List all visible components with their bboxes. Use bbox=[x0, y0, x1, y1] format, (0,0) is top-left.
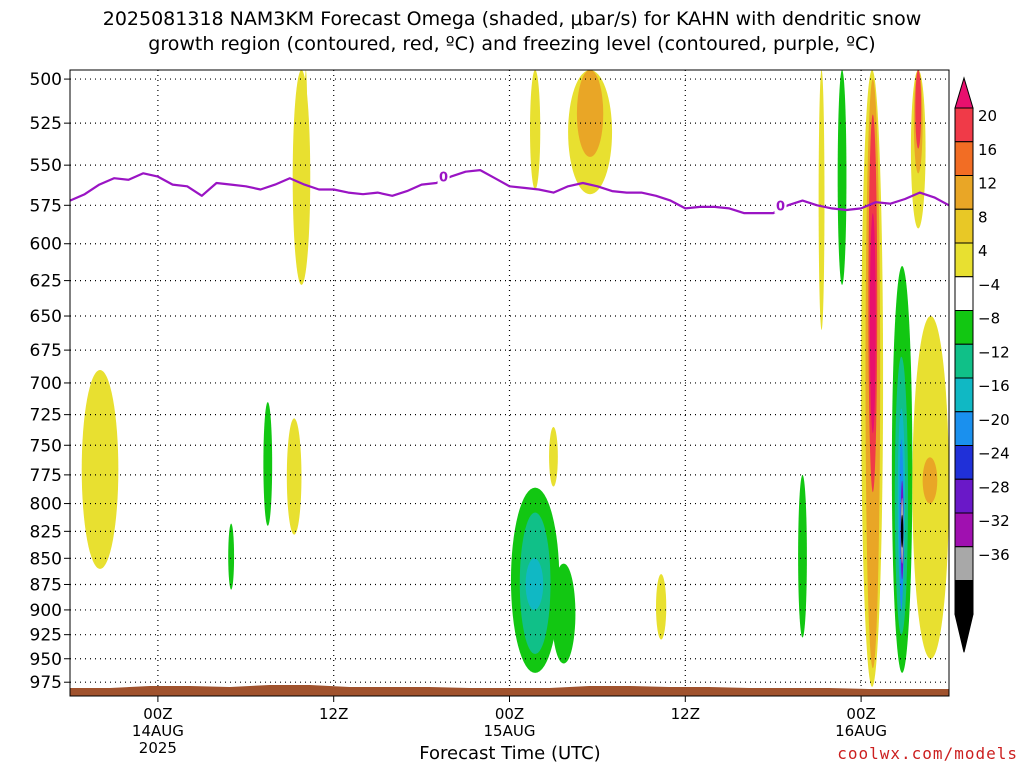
y-tick-label: 550 bbox=[30, 156, 62, 176]
y-tick-label: 725 bbox=[30, 406, 62, 426]
colorbar-label: 12 bbox=[978, 175, 997, 193]
y-tick-label: 575 bbox=[30, 196, 62, 216]
grid-lines bbox=[70, 70, 949, 696]
y-tick-label: 700 bbox=[30, 374, 62, 394]
colorbar-label: −36 bbox=[978, 546, 1010, 564]
y-tick-label: 500 bbox=[30, 70, 62, 90]
colorbar-label: 4 bbox=[978, 242, 988, 260]
colorbar-label: −16 bbox=[978, 377, 1010, 395]
colorbar-swatch-5 bbox=[954, 276, 974, 311]
freezing-level-line bbox=[69, 169, 950, 215]
colorbar-label: −32 bbox=[978, 512, 1010, 530]
omega-region-28 bbox=[900, 514, 904, 548]
colorbar-bottom-arrow bbox=[954, 613, 974, 653]
omega-region-3 bbox=[286, 418, 302, 535]
y-tick-label: 675 bbox=[30, 341, 62, 361]
y-tick-label: 525 bbox=[30, 114, 62, 134]
freezing-level-contour: 00 bbox=[69, 167, 950, 215]
ground-surface bbox=[70, 685, 949, 696]
x-tick-label: 00Z bbox=[846, 705, 875, 723]
y-tick-label: 600 bbox=[30, 235, 62, 255]
colorbar-swatch-14 bbox=[954, 580, 974, 615]
colorbar-top-arrow bbox=[954, 76, 974, 109]
omega-region-17 bbox=[837, 69, 847, 285]
omega-region-6 bbox=[530, 69, 541, 190]
colorbar-swatch-2 bbox=[954, 175, 974, 210]
colorbar: 20 16 12 8 4 −4 −8 −12 −16 −20 −24 −28 −32 −36 bbox=[954, 76, 1010, 653]
x-tick-label: 00Z bbox=[143, 705, 172, 723]
freezing-label-bg bbox=[437, 167, 450, 185]
omega-region-2 bbox=[263, 402, 273, 526]
omega-region-30 bbox=[922, 457, 938, 504]
chart-title-line-1: 2025081318 NAM3KM Forecast Omega (shaded… bbox=[102, 8, 922, 30]
omega-region-13 bbox=[576, 70, 604, 157]
chart-title-line-2: growth region (contoured, red, ºC) and f… bbox=[148, 33, 876, 55]
freezing-level-label-0: 0 bbox=[439, 171, 448, 186]
colorbar-swatch-12 bbox=[954, 512, 974, 548]
colorbar-label: −20 bbox=[978, 411, 1010, 429]
x-tick-label: 12Z bbox=[671, 705, 700, 723]
y-tick-label: 750 bbox=[30, 436, 62, 456]
y-tick-label: 625 bbox=[30, 272, 62, 292]
colorbar-swatch-1 bbox=[954, 141, 974, 176]
colorbar-label: −24 bbox=[978, 445, 1010, 463]
plot-frame bbox=[69, 69, 950, 697]
colorbar-swatch-10 bbox=[954, 445, 974, 480]
y-tick-label: 850 bbox=[30, 549, 62, 569]
colorbar-swatch-8 bbox=[954, 377, 974, 413]
omega-region-14 bbox=[656, 574, 667, 640]
colorbar-swatch-6 bbox=[954, 310, 974, 345]
omega-region-5 bbox=[304, 70, 308, 193]
omega-region-15 bbox=[798, 474, 807, 638]
colorbar-label: −4 bbox=[978, 276, 1000, 294]
y-tick-label: 825 bbox=[30, 522, 62, 542]
x-axis-label: Forecast Time (UTC) bbox=[419, 743, 601, 764]
x-tick-label: 15AUG bbox=[484, 722, 536, 740]
colorbar-label: 16 bbox=[978, 141, 997, 159]
colorbar-swatch-0 bbox=[954, 107, 974, 143]
y-tick-label: 900 bbox=[30, 601, 62, 621]
colorbar-label: 8 bbox=[978, 208, 988, 226]
y-tick-label: 800 bbox=[30, 495, 62, 515]
x-tick-label: 12Z bbox=[319, 705, 348, 723]
y-tick-label: 775 bbox=[30, 466, 62, 486]
omega-region-21 bbox=[869, 213, 876, 434]
colorbar-swatch-7 bbox=[954, 343, 974, 379]
omega-region-4 bbox=[292, 69, 311, 285]
freezing-level-label-1: 0 bbox=[776, 199, 785, 214]
credit-link[interactable]: coolwx.com/models bbox=[837, 744, 1018, 763]
omega-region-11 bbox=[551, 563, 576, 664]
x-tick-label: 00Z bbox=[495, 705, 524, 723]
colorbar-label: −12 bbox=[978, 343, 1010, 361]
omega-region-0 bbox=[81, 369, 119, 569]
colorbar-swatch-4 bbox=[954, 242, 974, 278]
colorbar-swatch-13 bbox=[954, 546, 974, 581]
x-tick-label: 16AUG bbox=[835, 722, 887, 740]
colorbar-swatch-9 bbox=[954, 411, 974, 446]
colorbar-label: 20 bbox=[978, 107, 997, 125]
colorbar-label: −8 bbox=[978, 310, 1000, 328]
omega-region-7 bbox=[549, 427, 558, 487]
y-tick-label: 950 bbox=[30, 650, 62, 670]
colorbar-swatch-3 bbox=[954, 208, 974, 244]
y-tick-label: 925 bbox=[30, 626, 62, 646]
y-tick-label: 875 bbox=[30, 575, 62, 595]
omega-region-1 bbox=[228, 523, 235, 590]
omega-region-33 bbox=[915, 70, 922, 149]
colorbar-label: −28 bbox=[978, 478, 1010, 496]
freezing-label-bg bbox=[774, 196, 787, 214]
x-tick-label: 2025 bbox=[139, 739, 177, 757]
omega-shading bbox=[81, 69, 949, 687]
ground-fill bbox=[70, 685, 949, 696]
omega-region-16 bbox=[818, 70, 825, 330]
omega-region-10 bbox=[525, 558, 544, 610]
x-tick-label: 14AUG bbox=[132, 722, 184, 740]
colorbar-swatch-11 bbox=[954, 478, 974, 514]
y-axis-ticks: 500 525 550 575 600 625 650 675 700 725 750 775 800 8… bbox=[30, 70, 70, 693]
y-tick-label: 975 bbox=[30, 673, 62, 693]
y-tick-label: 650 bbox=[30, 307, 62, 327]
